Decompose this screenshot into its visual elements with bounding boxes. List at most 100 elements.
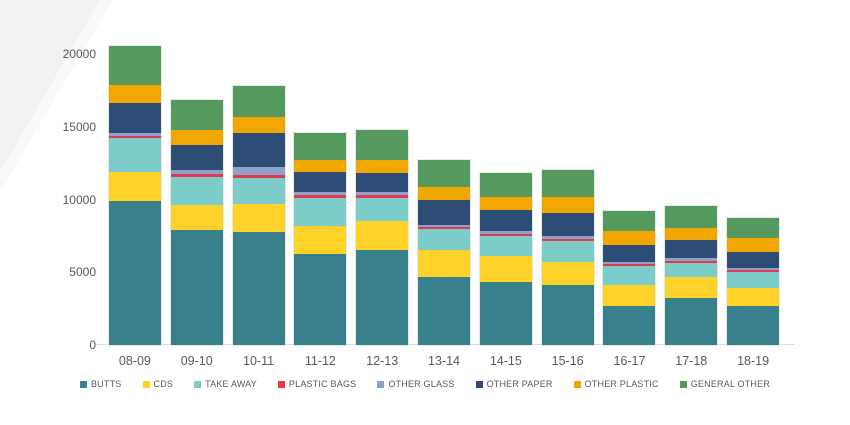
bar-stack-14-15 bbox=[478, 172, 533, 346]
legend-item-other-glass: OTHER GLASS bbox=[377, 379, 454, 389]
bar-segment-general-other bbox=[541, 170, 594, 198]
legend-label: TAKE AWAY bbox=[205, 379, 257, 389]
bar-segment-other-glass bbox=[294, 191, 347, 196]
legend-label: OTHER GLASS bbox=[388, 379, 455, 389]
bar-stack-13-14 bbox=[416, 158, 471, 347]
bar-segment-butts bbox=[479, 282, 532, 345]
bar-segment-butts bbox=[170, 230, 223, 345]
bar-slot-10-11 bbox=[228, 85, 290, 346]
bar-segment-plastic-bags bbox=[356, 195, 409, 199]
y-tick-label: 5000 bbox=[69, 265, 96, 280]
legend-swatch-icon bbox=[194, 380, 202, 388]
bar-segment-cds bbox=[727, 287, 780, 307]
bar-segment-other-glass bbox=[170, 170, 223, 175]
x-tick-label-09-10: 09-10 bbox=[180, 354, 213, 368]
bar-segment-other-glass bbox=[108, 132, 161, 136]
legend-item-other-plastic: OTHER PLASTIC bbox=[573, 379, 659, 389]
bar-segment-other-glass bbox=[665, 257, 718, 261]
bar-segment-general-other bbox=[665, 206, 718, 228]
legend-swatch-icon bbox=[79, 380, 87, 388]
bar-segment-general-other bbox=[479, 173, 532, 197]
legend-item-cds: CDS bbox=[142, 379, 174, 389]
bar-segment-other-paper bbox=[232, 133, 285, 167]
bar-segment-other-glass bbox=[417, 225, 470, 228]
bar-stack-18-19 bbox=[726, 217, 781, 346]
legend-label: CDS bbox=[153, 379, 174, 389]
legend-item-butts: BUTTS bbox=[79, 379, 122, 389]
bar-stack-16-17 bbox=[602, 210, 657, 346]
bar-segment-other-paper bbox=[541, 212, 594, 236]
bar-segment-other-glass bbox=[232, 166, 285, 175]
legend-label: OTHER PLASTIC bbox=[584, 379, 659, 389]
bar-stack-15-16 bbox=[540, 169, 595, 346]
bar-segment-butts bbox=[356, 250, 409, 345]
x-tick-label-15-16: 15-16 bbox=[551, 354, 584, 368]
x-tick-label-08-09: 08-09 bbox=[118, 354, 151, 368]
bar-segment-plastic-bags bbox=[232, 174, 285, 178]
legend-item-take-away: TAKE AWAY bbox=[194, 379, 257, 389]
legend-swatch-icon bbox=[142, 380, 150, 388]
legend-swatch-icon bbox=[475, 380, 483, 388]
bar-segment-cds bbox=[603, 285, 656, 307]
bar-slot-14-15 bbox=[475, 172, 537, 346]
legend-swatch-icon bbox=[573, 380, 581, 388]
bar-slot-17-18 bbox=[660, 205, 722, 346]
bar-segment-other-glass bbox=[541, 235, 594, 239]
legend-label: OTHER PAPER bbox=[486, 379, 553, 389]
legend-label: GENERAL OTHER bbox=[690, 379, 771, 389]
legend-item-general-other: GENERAL OTHER bbox=[679, 379, 771, 389]
bar-segment-other-plastic bbox=[108, 84, 161, 103]
bar-segment-take-away bbox=[170, 176, 223, 206]
x-tick-label-10-11: 10-11 bbox=[243, 354, 275, 368]
bar-segment-other-paper bbox=[479, 209, 532, 231]
y-axis: 0 5000 10000 15000 20000 bbox=[0, 0, 96, 425]
bar-segment-other-paper bbox=[727, 251, 780, 268]
bar-segment-general-other bbox=[417, 159, 470, 188]
bar-slot-13-14 bbox=[413, 158, 475, 347]
bar-segment-other-glass bbox=[479, 230, 532, 234]
bar-segment-other-paper bbox=[417, 200, 470, 225]
bar-segment-butts bbox=[541, 285, 594, 345]
legend-label: BUTTS bbox=[90, 379, 122, 389]
bar-segment-take-away bbox=[727, 271, 780, 288]
x-axis: 08-09 09-10 10-11 11-12 12-13 13-14 14-15 15-16… bbox=[104, 354, 784, 372]
bar-stack-12-13 bbox=[355, 128, 410, 347]
bar-segment-other-glass bbox=[727, 267, 780, 270]
bar-segment-butts bbox=[417, 277, 470, 345]
bar-segment-take-away bbox=[108, 138, 161, 172]
y-tick-label: 10000 bbox=[62, 192, 96, 207]
legend-item-plastic-bags: PLASTIC BAGS bbox=[277, 379, 356, 389]
y-tick-label: 15000 bbox=[62, 119, 96, 134]
bar-segment-other-paper bbox=[356, 173, 409, 193]
bar-segment-other-paper bbox=[665, 240, 718, 258]
bar-segment-butts bbox=[294, 254, 347, 345]
bar-segment-butts bbox=[665, 297, 718, 345]
bar-segment-other-plastic bbox=[356, 159, 409, 174]
bar-segment-other-plastic bbox=[665, 227, 718, 241]
bar-segment-general-other bbox=[108, 46, 161, 85]
bar-segment-cds bbox=[170, 205, 223, 231]
y-tick-label: 20000 bbox=[62, 47, 96, 61]
bar-segment-other-plastic bbox=[727, 238, 780, 252]
x-tick-label-16-17: 16-17 bbox=[613, 354, 646, 368]
bar-segment-other-paper bbox=[170, 144, 223, 171]
bar-stack-09-10 bbox=[169, 98, 224, 347]
bar-segment-butts bbox=[603, 306, 656, 345]
bar-slot-08-09 bbox=[104, 45, 166, 346]
bar-segment-cds bbox=[665, 277, 718, 298]
bar-segment-cds bbox=[232, 203, 285, 233]
x-tick-label-12-13: 12-13 bbox=[366, 354, 399, 368]
bar-segment-plastic-bags bbox=[479, 233, 532, 236]
legend-swatch-icon bbox=[679, 380, 687, 388]
bar-stack-11-12 bbox=[293, 131, 348, 347]
y-tick-label: 0 bbox=[89, 338, 96, 352]
bar-segment-take-away bbox=[294, 198, 347, 226]
bar-segment-other-glass bbox=[603, 262, 656, 265]
bar-segment-general-other bbox=[356, 129, 409, 160]
bar-segment-other-plastic bbox=[479, 196, 532, 210]
bar-segment-cds bbox=[417, 250, 470, 278]
bar-segment-other-plastic bbox=[294, 160, 347, 172]
bar-segment-other-paper bbox=[108, 102, 161, 133]
bar-segment-cds bbox=[108, 171, 161, 201]
bar-segment-general-other bbox=[727, 218, 780, 239]
